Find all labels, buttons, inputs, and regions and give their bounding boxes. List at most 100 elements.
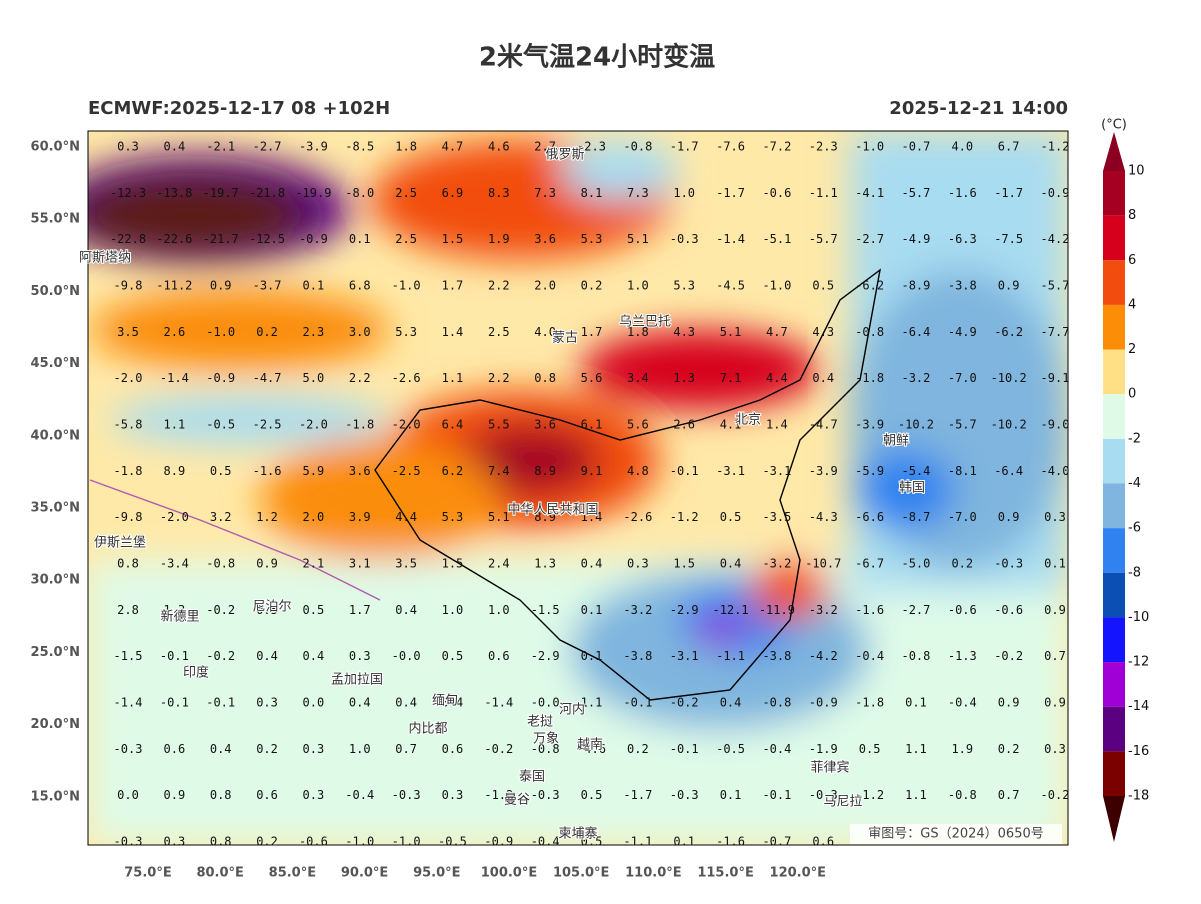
grid-value: 0.3 — [164, 834, 186, 848]
grid-value: 0.6 — [442, 742, 464, 756]
grid-value: 0.5 — [720, 510, 742, 524]
grid-value: -1.2 — [484, 788, 513, 802]
grid-value: -10.2 — [991, 417, 1027, 431]
colorbar-segment — [1103, 483, 1125, 529]
grid-value: -5.7 — [809, 232, 838, 246]
grid-value: 8.9 — [534, 510, 556, 524]
place-label: 北京 — [735, 413, 761, 428]
grid-value: 0.5 — [210, 464, 232, 478]
grid-value: -3.9 — [299, 140, 328, 154]
grid-value: -2.3 — [809, 140, 838, 154]
grid-value: -0.2 — [206, 649, 235, 663]
grid-value: -1.8 — [345, 417, 374, 431]
grid-value: -2.5 — [392, 464, 421, 478]
grid-value: 1.4 — [442, 325, 464, 339]
grid-value: -2.0 — [114, 371, 143, 385]
lon-label: 80.0°E — [196, 866, 243, 881]
grid-value: 4.3 — [673, 325, 695, 339]
grid-value: -1.4 — [716, 232, 745, 246]
grid-value: -4.0 — [1041, 464, 1070, 478]
grid-value: -6.2 — [994, 325, 1023, 339]
grid-value: 5.9 — [303, 464, 325, 478]
grid-value: 5.3 — [673, 278, 695, 292]
grid-value: 5.6 — [581, 371, 603, 385]
grid-value: -8.5 — [345, 140, 374, 154]
grid-value: 0.4 — [210, 742, 232, 756]
grid-value: -0.9 — [484, 834, 513, 848]
grid-value: 0.3 — [256, 695, 278, 709]
grid-value: -1.6 — [253, 464, 282, 478]
grid-value: -1.7 — [994, 186, 1023, 200]
grid-value: -3.9 — [809, 464, 838, 478]
grid-value: -1.6 — [855, 603, 884, 617]
grid-value: 1.0 — [627, 278, 649, 292]
grid-value: 4.3 — [812, 325, 834, 339]
place-label: 印度 — [183, 665, 209, 681]
grid-value: -12.1 — [712, 603, 748, 617]
grid-value: 5.1 — [720, 325, 742, 339]
grid-value: -7.0 — [948, 510, 977, 524]
grid-value: -5.7 — [1041, 278, 1070, 292]
grid-value: -6.4 — [901, 325, 930, 339]
grid-value: 2.5 — [488, 325, 510, 339]
grid-value: 6.4 — [442, 417, 464, 431]
grid-value: 1.1 — [164, 417, 186, 431]
grid-value: -0.1 — [623, 695, 652, 709]
colorbar-tick: -6 — [1128, 521, 1141, 536]
grid-value: -2.3 — [577, 140, 606, 154]
grid-value: 0.5 — [581, 788, 603, 802]
grid-value: -9.8 — [114, 278, 143, 292]
grid-value: 0.4 — [303, 649, 325, 663]
grid-value: 0.0 — [117, 788, 139, 802]
grid-value: 0.5 — [581, 834, 603, 848]
grid-value: 0.7 — [395, 742, 417, 756]
grid-value: -9.1 — [1041, 371, 1070, 385]
grid-value: -4.3 — [809, 510, 838, 524]
grid-value: -0.7 — [762, 834, 791, 848]
grid-value: -0.6 — [762, 186, 791, 200]
grid-value: -0.1 — [670, 464, 699, 478]
grid-value: 5.1 — [627, 232, 649, 246]
grid-value: -0.8 — [623, 140, 652, 154]
grid-value: -0.4 — [762, 742, 791, 756]
lon-label: 90.0°E — [341, 866, 388, 881]
grid-value: 2.7 — [534, 140, 556, 154]
colorbar-tick: -12 — [1128, 655, 1149, 670]
grid-value: -1.0 — [392, 834, 421, 848]
grid-value: -1.8 — [114, 464, 143, 478]
grid-value: 5.1 — [488, 510, 510, 524]
grid-value: -6.4 — [994, 464, 1023, 478]
grid-value: -0.8 — [531, 742, 560, 756]
lat-label: 15.0°N — [31, 789, 80, 804]
place-label: 柬埔寨 — [558, 826, 597, 842]
grid-value: -1.2 — [670, 510, 699, 524]
colorbar-unit: (°C) — [1101, 118, 1127, 133]
colorbar-segment — [1103, 706, 1125, 752]
grid-value: -1.7 — [716, 186, 745, 200]
colorbar-segment — [1103, 171, 1125, 216]
grid-value: 4.7 — [442, 140, 464, 154]
grid-value: -1.7 — [670, 140, 699, 154]
grid-value: 4.4 — [766, 371, 788, 385]
colorbar: 10 8 6 4 2 0 -2 -4 -6 -8 -10 -12 -14 -16 -18 — [1103, 132, 1149, 842]
grid-value: 4.0 — [534, 325, 556, 339]
grid-value: -3.5 — [762, 510, 791, 524]
grid-value: 1.3 — [673, 371, 695, 385]
grid-value: -19.9 — [295, 186, 331, 200]
grid-value: -0.1 — [670, 742, 699, 756]
colorbar-tick: 6 — [1128, 253, 1136, 268]
grid-value: -0.7 — [901, 140, 930, 154]
grid-value: 0.1 — [349, 232, 371, 246]
grid-value: -4.2 — [809, 649, 838, 663]
grid-value: 0.4 — [581, 556, 603, 570]
grid-value: -7.7 — [1041, 325, 1070, 339]
grid-value: 0.3 — [1044, 742, 1066, 756]
grid-value: 0.9 — [164, 788, 186, 802]
grid-value: -0.6 — [994, 603, 1023, 617]
grid-value: -6.3 — [948, 232, 977, 246]
colorbar-tick: 8 — [1128, 208, 1136, 223]
colorbar-tick: -2 — [1128, 431, 1141, 446]
grid-value: 1.2 — [256, 510, 278, 524]
grid-value: 1.4 — [581, 510, 603, 524]
grid-value: -0.0 — [392, 649, 421, 663]
